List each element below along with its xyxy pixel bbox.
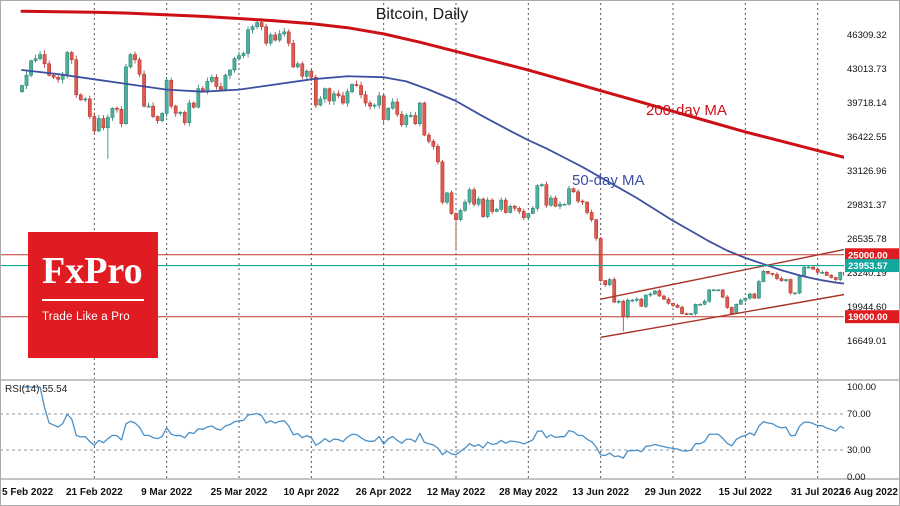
date-axis-label: 28 May 2022: [499, 487, 558, 498]
price-axis-label: 16649.01: [847, 336, 887, 347]
fxpro-tagline: Trade Like a Pro: [42, 310, 130, 323]
chart-title: Bitcoin, Daily: [375, 6, 469, 23]
price-badge-label: 25000.00: [848, 250, 888, 261]
date-axis-label: 13 Jun 2022: [572, 487, 629, 498]
date-axis-label: 15 Jul 2022: [719, 487, 773, 498]
ma200-label: 200-day MA: [646, 102, 727, 119]
rsi-axis-label: 100.00: [847, 382, 876, 393]
rsi-axis-label: 30.00: [847, 445, 871, 456]
date-axis-label: 12 May 2022: [427, 487, 486, 498]
date-axis-label: 5 Feb 2022: [2, 487, 54, 498]
rsi-axis-label: 0.00: [847, 472, 866, 483]
price-axis-label: 33126.96: [847, 166, 887, 177]
date-axis-label: 26 Apr 2022: [356, 487, 412, 498]
price-axis-label: 43013.73: [847, 64, 887, 75]
price-badge-label: 19000.00: [848, 312, 888, 323]
rsi-indicator-label: RSI(14) 55.54: [5, 384, 68, 395]
price-axis-label: 23240.19: [847, 268, 887, 279]
gridlines-layer: [93, 3, 819, 478]
date-axis-label: 16 Aug 2022: [840, 487, 898, 498]
price-badge-bg: [845, 259, 899, 273]
date-axis-label: 29 Jun 2022: [645, 487, 702, 498]
price-axis-label: 39718.14: [847, 98, 887, 109]
price-axis-label: 26535.78: [847, 234, 887, 245]
price-badge-label: 23953.57: [848, 261, 888, 272]
price-axis-label: 46309.32: [847, 30, 887, 41]
logo-divider: [42, 298, 144, 301]
fxpro-logo: FxPro Trade Like a Pro: [28, 232, 158, 358]
rsi-layer: [0, 386, 891, 459]
price-badge-bg: [845, 310, 899, 324]
date-axis-label: 25 Mar 2022: [211, 487, 268, 498]
fxpro-logo-text: FxPro: [42, 250, 143, 292]
candles-layer: [20, 18, 892, 332]
ma50-label: 50-day MA: [572, 172, 645, 189]
date-axis-label: 31 Jul 2022: [791, 487, 845, 498]
rsi-axis-label: 70.00: [847, 409, 871, 420]
date-axis-label: 9 Mar 2022: [141, 487, 193, 498]
price-axis-label: 29831.37: [847, 200, 887, 211]
price-axis-label: 19944.60: [847, 302, 887, 313]
date-axis-label: 10 Apr 2022: [283, 487, 339, 498]
date-axis-label: 21 Feb 2022: [66, 487, 123, 498]
price-badge-bg: [845, 248, 899, 262]
price-axis-label: 36422.55: [847, 132, 887, 143]
